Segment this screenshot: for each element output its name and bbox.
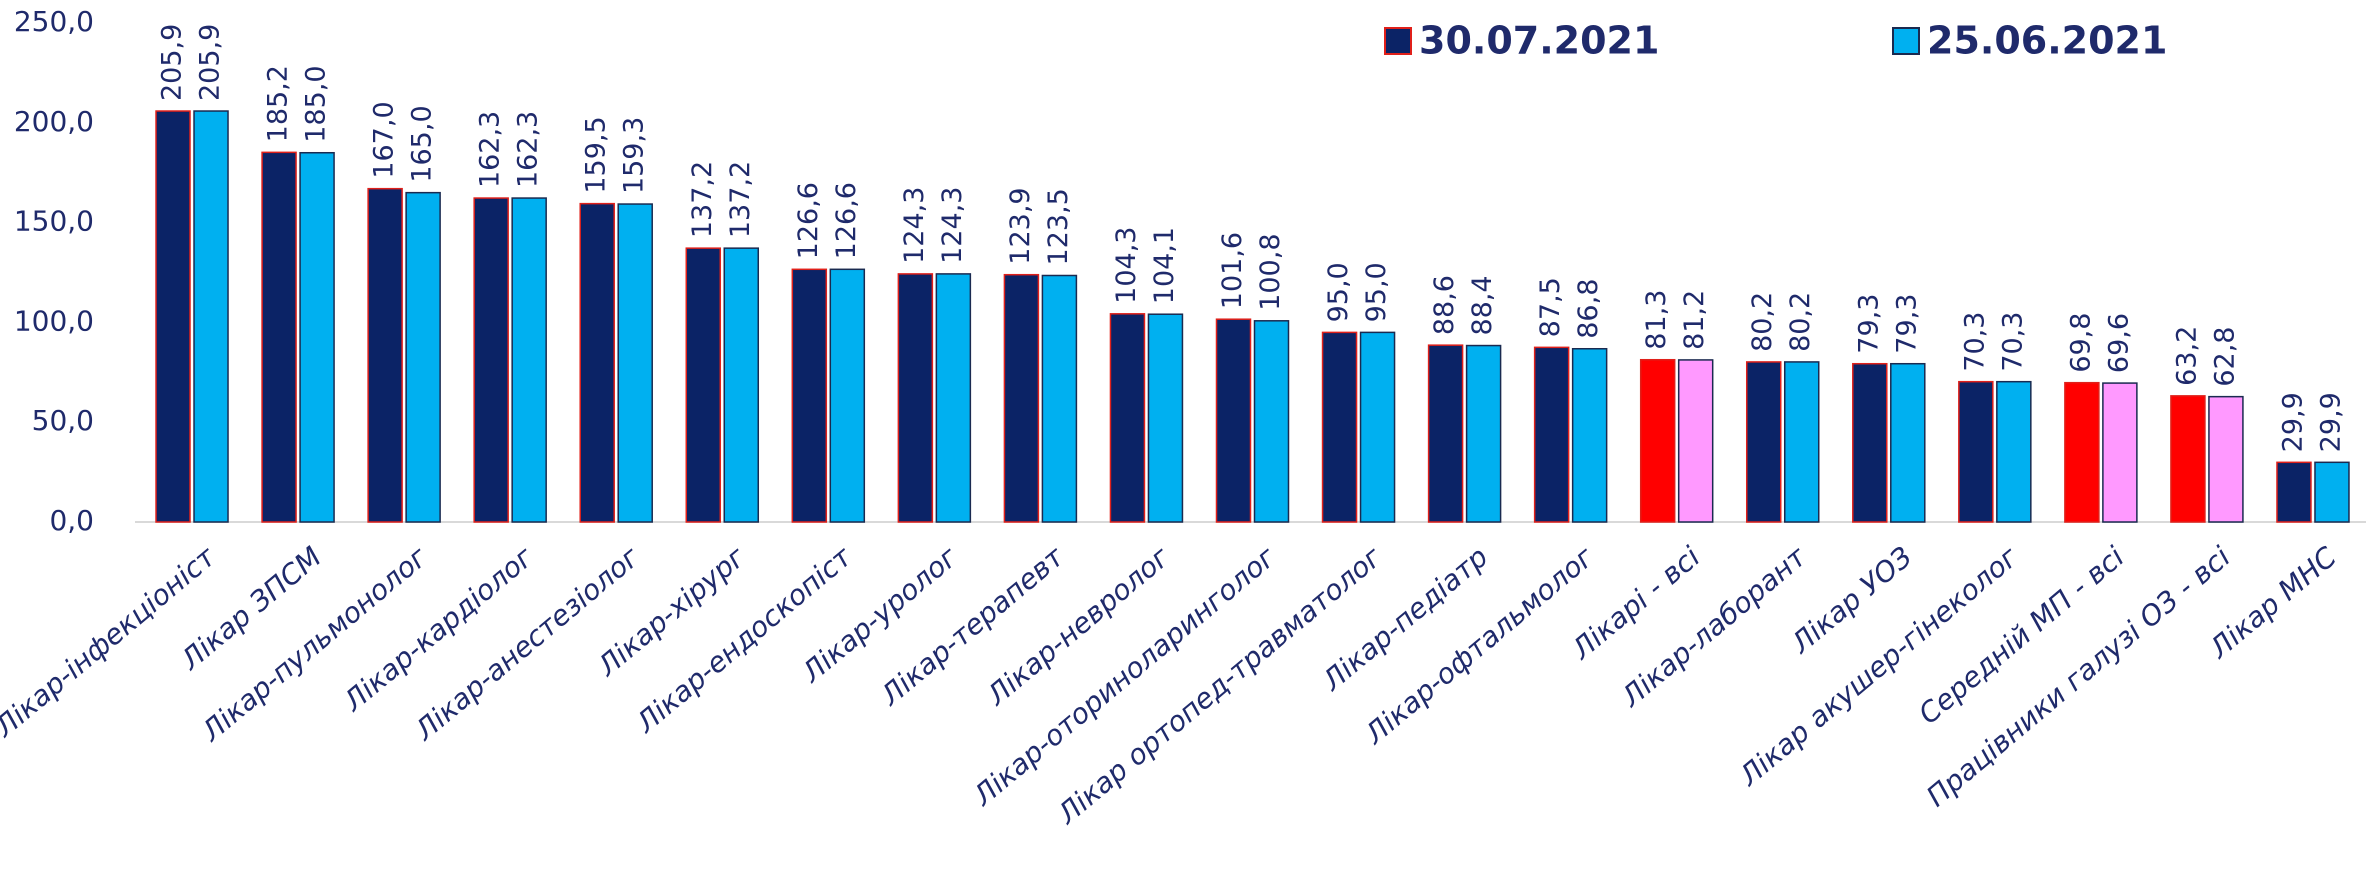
- y-tick-label: 0,0: [49, 504, 94, 537]
- value-label: 62,8: [2209, 327, 2240, 387]
- value-label: 162,3: [513, 111, 544, 188]
- value-label: 88,6: [1429, 275, 1460, 335]
- bar: [1745, 361, 1782, 523]
- bar: [1852, 362, 1888, 523]
- bar: [935, 273, 972, 523]
- legend-swatch: [1384, 27, 1412, 55]
- value-label: 159,5: [581, 116, 612, 193]
- value-label: 69,6: [2103, 313, 2134, 373]
- bar: [473, 197, 509, 523]
- y-tick-label: 150,0: [14, 205, 94, 238]
- value-label: 79,3: [1853, 294, 1884, 354]
- bar: [511, 197, 547, 523]
- value-label: 205,9: [157, 24, 188, 101]
- value-label: 100,8: [1255, 234, 1286, 311]
- value-label: 104,3: [1111, 227, 1142, 304]
- bar: [1533, 346, 1570, 523]
- bar: [579, 202, 615, 523]
- value-label: 126,6: [793, 182, 824, 259]
- value-label: 137,2: [725, 161, 756, 238]
- x-tick-label: Лікар-кардіолог: [337, 540, 540, 718]
- bar: [2208, 395, 2244, 523]
- value-label: 63,2: [2171, 326, 2202, 386]
- bar: [791, 268, 828, 523]
- value-label: 29,9: [2277, 392, 2308, 452]
- bar: [685, 247, 722, 523]
- y-tick-label: 50,0: [32, 404, 94, 437]
- value-label: 167,0: [369, 101, 400, 178]
- value-label: 205,9: [195, 24, 226, 101]
- bar: [897, 273, 934, 523]
- value-label: 81,2: [1679, 290, 1710, 350]
- y-tick-label: 100,0: [14, 304, 94, 337]
- bar: [1109, 313, 1146, 523]
- bar: [155, 110, 191, 523]
- bar: [193, 110, 229, 523]
- legend-swatch: [1892, 27, 1920, 55]
- value-label: 70,3: [1959, 312, 1990, 372]
- bar: [1571, 347, 1608, 523]
- value-label: 165,0: [407, 105, 438, 182]
- value-label: 159,3: [619, 117, 650, 194]
- value-label: 86,8: [1573, 279, 1604, 339]
- value-label: 101,6: [1217, 232, 1248, 309]
- value-label: 137,2: [687, 161, 718, 238]
- bar: [1465, 344, 1502, 523]
- value-label: 95,0: [1323, 262, 1354, 322]
- value-label: 87,5: [1535, 277, 1566, 337]
- y-tick-label: 250,0: [14, 5, 94, 38]
- value-label: 123,5: [1043, 188, 1074, 265]
- bar: [1677, 359, 1714, 523]
- bar: [1215, 318, 1252, 523]
- bar: [261, 151, 297, 523]
- bar: [1890, 362, 1926, 523]
- bar: [1639, 358, 1676, 523]
- x-tick-label: Лікар-терапевт: [874, 540, 1071, 713]
- x-tick-label: Лікар-невролог: [980, 540, 1176, 712]
- bar: [2102, 382, 2138, 523]
- value-label: 124,3: [899, 187, 930, 264]
- bar: [617, 203, 653, 523]
- bar: [299, 151, 335, 523]
- legend-label: 25.06.2021: [1927, 19, 2167, 63]
- bar: [1253, 320, 1290, 523]
- value-label: 162,3: [475, 111, 506, 188]
- value-label: 123,9: [1005, 187, 1036, 264]
- value-label: 104,1: [1149, 227, 1180, 304]
- bar: [2064, 381, 2100, 523]
- value-label: 80,2: [1785, 292, 1816, 352]
- bar: [723, 247, 760, 523]
- bar: [2276, 461, 2312, 523]
- bar: [1003, 273, 1040, 523]
- bar: [1041, 274, 1078, 523]
- value-label: 88,4: [1467, 275, 1498, 335]
- bar: [2170, 395, 2206, 523]
- x-tick-label: Лікар-лаборант: [1614, 540, 1813, 714]
- value-label: 69,8: [2065, 313, 2096, 373]
- value-label: 70,3: [1997, 312, 2028, 372]
- bar: [1147, 313, 1184, 523]
- bar: [829, 268, 866, 523]
- bar: [2314, 461, 2350, 523]
- bar: [367, 187, 403, 523]
- bar: [1359, 331, 1396, 523]
- value-label: 81,3: [1641, 290, 1672, 350]
- value-label: 185,2: [263, 65, 294, 142]
- bar: [1321, 331, 1358, 523]
- value-label: 185,0: [301, 65, 332, 142]
- value-label: 95,0: [1361, 262, 1392, 322]
- bar: [1996, 380, 2032, 523]
- bar: [1958, 380, 1994, 523]
- value-label: 80,2: [1747, 292, 1778, 352]
- value-label: 29,9: [2315, 392, 2346, 452]
- value-label: 79,3: [1891, 294, 1922, 354]
- bar: [405, 191, 441, 523]
- bar: [1783, 361, 1820, 523]
- value-label: 124,3: [937, 187, 968, 264]
- value-label: 126,6: [831, 182, 862, 259]
- bar: [1427, 344, 1464, 523]
- y-tick-label: 200,0: [14, 105, 94, 138]
- legend-label: 30.07.2021: [1419, 19, 1659, 63]
